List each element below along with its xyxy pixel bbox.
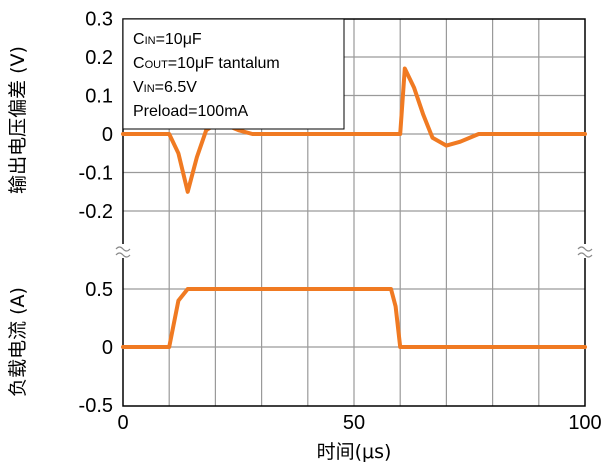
x-tick-label: 100 bbox=[568, 412, 601, 434]
axis-break-mark bbox=[115, 246, 131, 252]
tick-labels: 0.30.20.10-0.1-0.20.50-0.50 50 100 bbox=[79, 9, 602, 435]
annotation-line: CIN=10μF bbox=[133, 31, 202, 48]
bottom-y-axis-label: 负载电流 (A) bbox=[7, 287, 29, 397]
annotation-background bbox=[122, 18, 345, 130]
axis-breaks bbox=[114, 244, 594, 258]
y-tick-label: 0.1 bbox=[85, 86, 113, 108]
annotation-line: COUT=10μF tantalum bbox=[133, 55, 280, 72]
data-traces bbox=[121, 66, 587, 349]
axis-break-mark bbox=[577, 252, 593, 258]
top-y-axis-label: 输出电压偏差 (V) bbox=[7, 46, 29, 194]
y-tick-label: 0 bbox=[102, 337, 113, 359]
annotation-line: VIN=6.5V bbox=[133, 79, 197, 96]
y-tick-label: 0.5 bbox=[85, 279, 113, 301]
axis-break-mark bbox=[115, 252, 131, 258]
plot-frame bbox=[122, 18, 586, 407]
annotation-line: Preload=100mA bbox=[133, 103, 249, 120]
output-voltage-deviation-line bbox=[121, 66, 587, 194]
axis-break-mark bbox=[577, 246, 593, 252]
y-tick-label: 0.3 bbox=[85, 9, 113, 31]
y-tick-label: 0 bbox=[102, 124, 113, 146]
x-axis-label: 时间(μs) bbox=[317, 441, 392, 463]
load-current-line bbox=[121, 287, 587, 349]
annotation-box: CIN=10μF COUT=10μF tantalum VIN=6.5V Preloa… bbox=[122, 18, 345, 130]
x-tick-label: 50 bbox=[343, 412, 365, 434]
y-tick-label: -0.5 bbox=[79, 395, 113, 417]
y-tick-label: 0.2 bbox=[85, 47, 113, 69]
y-tick-label: -0.2 bbox=[79, 201, 113, 223]
y-tick-label: -0.1 bbox=[79, 163, 113, 185]
x-tick-label: 0 bbox=[117, 412, 128, 434]
